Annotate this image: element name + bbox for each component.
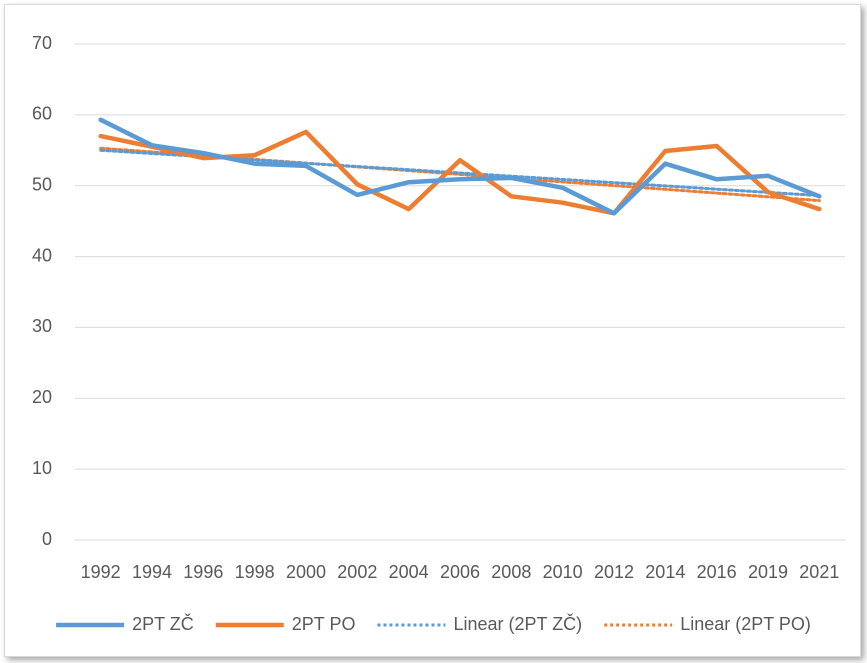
x-tick-label: 1992 (81, 562, 121, 582)
x-tick-label: 2019 (748, 562, 788, 582)
y-tick-label: 20 (32, 387, 52, 407)
y-tick-label: 60 (32, 104, 52, 124)
x-tick-label: 2021 (799, 562, 839, 582)
x-tick-label: 2002 (337, 562, 377, 582)
x-tick-label: 1994 (132, 562, 172, 582)
x-tick-label: 2016 (697, 562, 737, 582)
legend-label: Linear (2PT PO) (680, 614, 811, 634)
legend-label: Linear (2PT ZČ) (453, 613, 582, 634)
x-tick-label: 1998 (235, 562, 275, 582)
y-tick-label: 50 (32, 174, 52, 194)
x-tick-label: 2004 (389, 562, 429, 582)
y-tick-label: 30 (32, 316, 52, 336)
x-tick-label: 2010 (543, 562, 583, 582)
x-tick-label: 2000 (286, 562, 326, 582)
x-tick-label: 1996 (183, 562, 223, 582)
legend-label: 2PT PO (292, 614, 356, 634)
series-line (98, 117, 822, 216)
legend-label: 2PT ZČ (132, 613, 194, 634)
y-tick-label: 70 (32, 33, 52, 53)
y-tick-label: 10 (32, 458, 52, 478)
x-tick-label: 2008 (491, 562, 531, 582)
x-tick-label: 2012 (594, 562, 634, 582)
x-tick-label: 2014 (645, 562, 685, 582)
y-tick-label: 0 (42, 529, 52, 549)
x-tick-label: 2006 (440, 562, 480, 582)
chart-frame (4, 4, 861, 657)
y-tick-label: 40 (32, 245, 52, 265)
